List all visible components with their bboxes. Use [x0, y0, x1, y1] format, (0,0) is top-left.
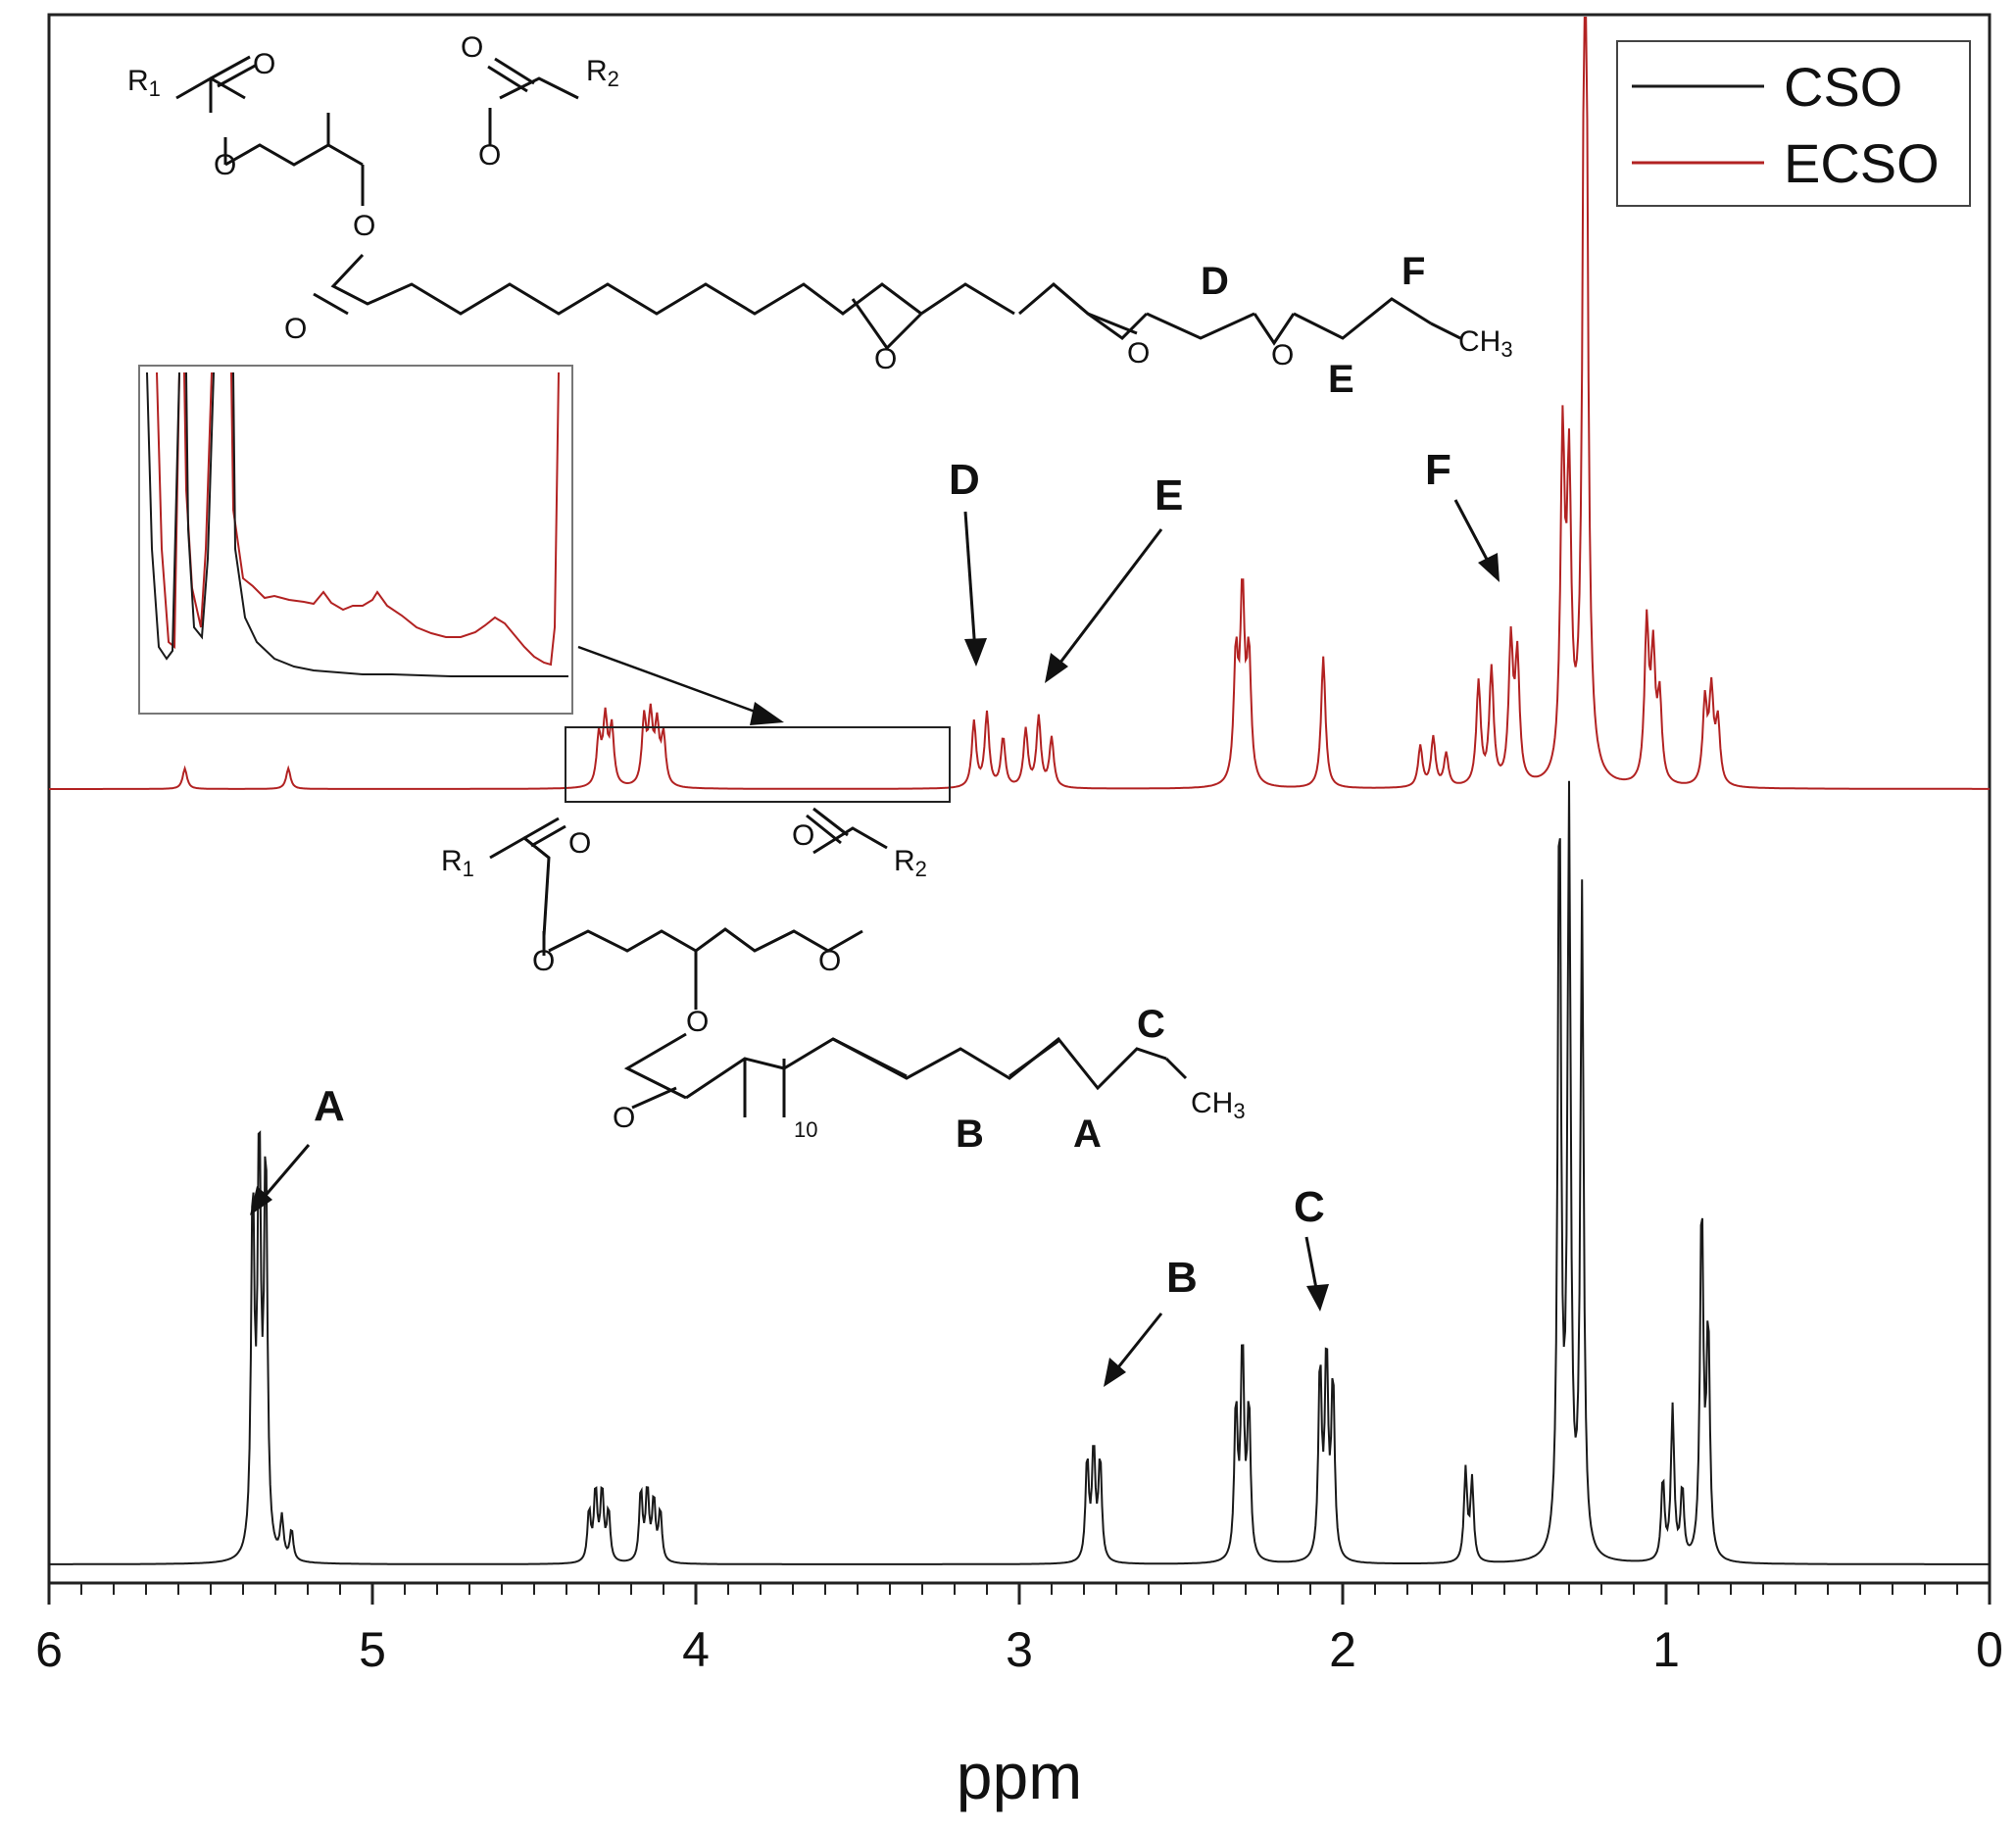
peak-label-b: B: [1166, 1254, 1198, 1302]
legend: CSO ECSO: [1616, 40, 1971, 207]
peak-annotations: A B C D E F: [250, 446, 1500, 1387]
legend-label-cso: CSO: [1784, 56, 1902, 118]
cso-structure-diagram: [489, 807, 1188, 1117]
cso-label-a: A: [1073, 1113, 1102, 1156]
inset-trace-cso: [146, 371, 568, 677]
series-line-cso: [49, 780, 1990, 1565]
ecso-oxygen-label: O: [353, 210, 375, 242]
cso-methyl-label: CH3: [1191, 1087, 1246, 1123]
ecso-oxygen-label: O: [1271, 339, 1294, 371]
cso-oxygen-label: O: [792, 819, 814, 852]
cso-r1-label: R1: [441, 845, 474, 881]
inset-arrow-line: [577, 645, 780, 722]
ecso-r2-label: R2: [586, 55, 619, 91]
ecso-label-f: F: [1401, 250, 1425, 293]
inset-zoom: [138, 365, 951, 803]
peak-arrow-f: [1453, 499, 1494, 569]
x-tick-label: 0: [1976, 1622, 2003, 1677]
cso-repeat-label: 10: [794, 1117, 817, 1142]
legend-box: [1616, 40, 1971, 207]
x-tick-label: 4: [682, 1622, 710, 1677]
peak-arrowhead-e: [1045, 653, 1068, 683]
cso-label-b: B: [956, 1113, 984, 1156]
inset-source-box: [565, 726, 951, 803]
cso-oxygen-label: O: [613, 1102, 635, 1134]
x-tick-label: 2: [1329, 1622, 1356, 1677]
inset-frame: [138, 365, 573, 715]
series-line-ecso: [49, 17, 1990, 790]
ecso-oxygen-label: O: [478, 139, 501, 172]
inset-arrow-head: [750, 702, 784, 725]
ecso-label-e: E: [1328, 358, 1354, 401]
plot-frame: [47, 13, 1991, 1585]
ecso-oxygen-label: O: [214, 149, 236, 181]
x-axis-ticks: [47, 1583, 1991, 1605]
cso-oxygen-label: O: [818, 945, 841, 977]
x-axis-tick-labels: 6 5 4 3 2 1 0: [35, 1622, 2003, 1677]
peak-label-a: A: [314, 1082, 345, 1130]
x-tick-label: 3: [1006, 1622, 1033, 1677]
ecso-r1-label: R1: [127, 65, 161, 101]
peak-arrowhead-d: [964, 638, 987, 667]
x-tick-label: 1: [1652, 1622, 1680, 1677]
ecso-structure-diagram: [175, 55, 1461, 351]
peak-label-f: F: [1425, 446, 1451, 494]
cso-r2-label: R2: [894, 845, 927, 881]
peak-arrow-e: [1052, 528, 1163, 672]
ecso-structure-labels: R1 O O O R2 O O O O O O D F E CH3: [127, 31, 1513, 401]
ecso-oxygen-label: O: [461, 31, 483, 64]
cso-label-c: C: [1137, 1003, 1165, 1046]
peak-arrowhead-f: [1478, 553, 1500, 582]
x-axis-label: ppm: [957, 1740, 1082, 1812]
peak-arrowhead-a: [250, 1186, 272, 1215]
peak-label-e: E: [1155, 471, 1183, 519]
peak-arrowhead-c: [1306, 1284, 1329, 1311]
x-tick-label: 6: [35, 1622, 63, 1677]
ecso-oxygen-label: O: [874, 343, 897, 375]
legend-label-ecso: ECSO: [1784, 132, 1940, 194]
ecso-oxygen-label: O: [1127, 337, 1150, 370]
cso-oxygen-label: O: [568, 827, 591, 860]
peak-arrowhead-b: [1104, 1358, 1126, 1387]
ecso-label-d: D: [1201, 260, 1229, 303]
peak-arrow-d: [963, 511, 977, 653]
ecso-methyl-label: CH3: [1458, 325, 1513, 362]
x-tick-label: 5: [359, 1622, 386, 1677]
cso-oxygen-label: O: [532, 945, 555, 977]
cso-oxygen-label: O: [686, 1006, 709, 1038]
peak-label-c: C: [1294, 1183, 1325, 1231]
cso-structure-labels: R1 O O O R2 O O O 10 B A C CH3: [441, 819, 1246, 1156]
inset-trace-ecso: [156, 371, 560, 667]
peak-label-d: D: [949, 456, 980, 504]
ecso-oxygen-label: O: [253, 48, 275, 80]
ecso-oxygen-label: O: [284, 313, 307, 345]
